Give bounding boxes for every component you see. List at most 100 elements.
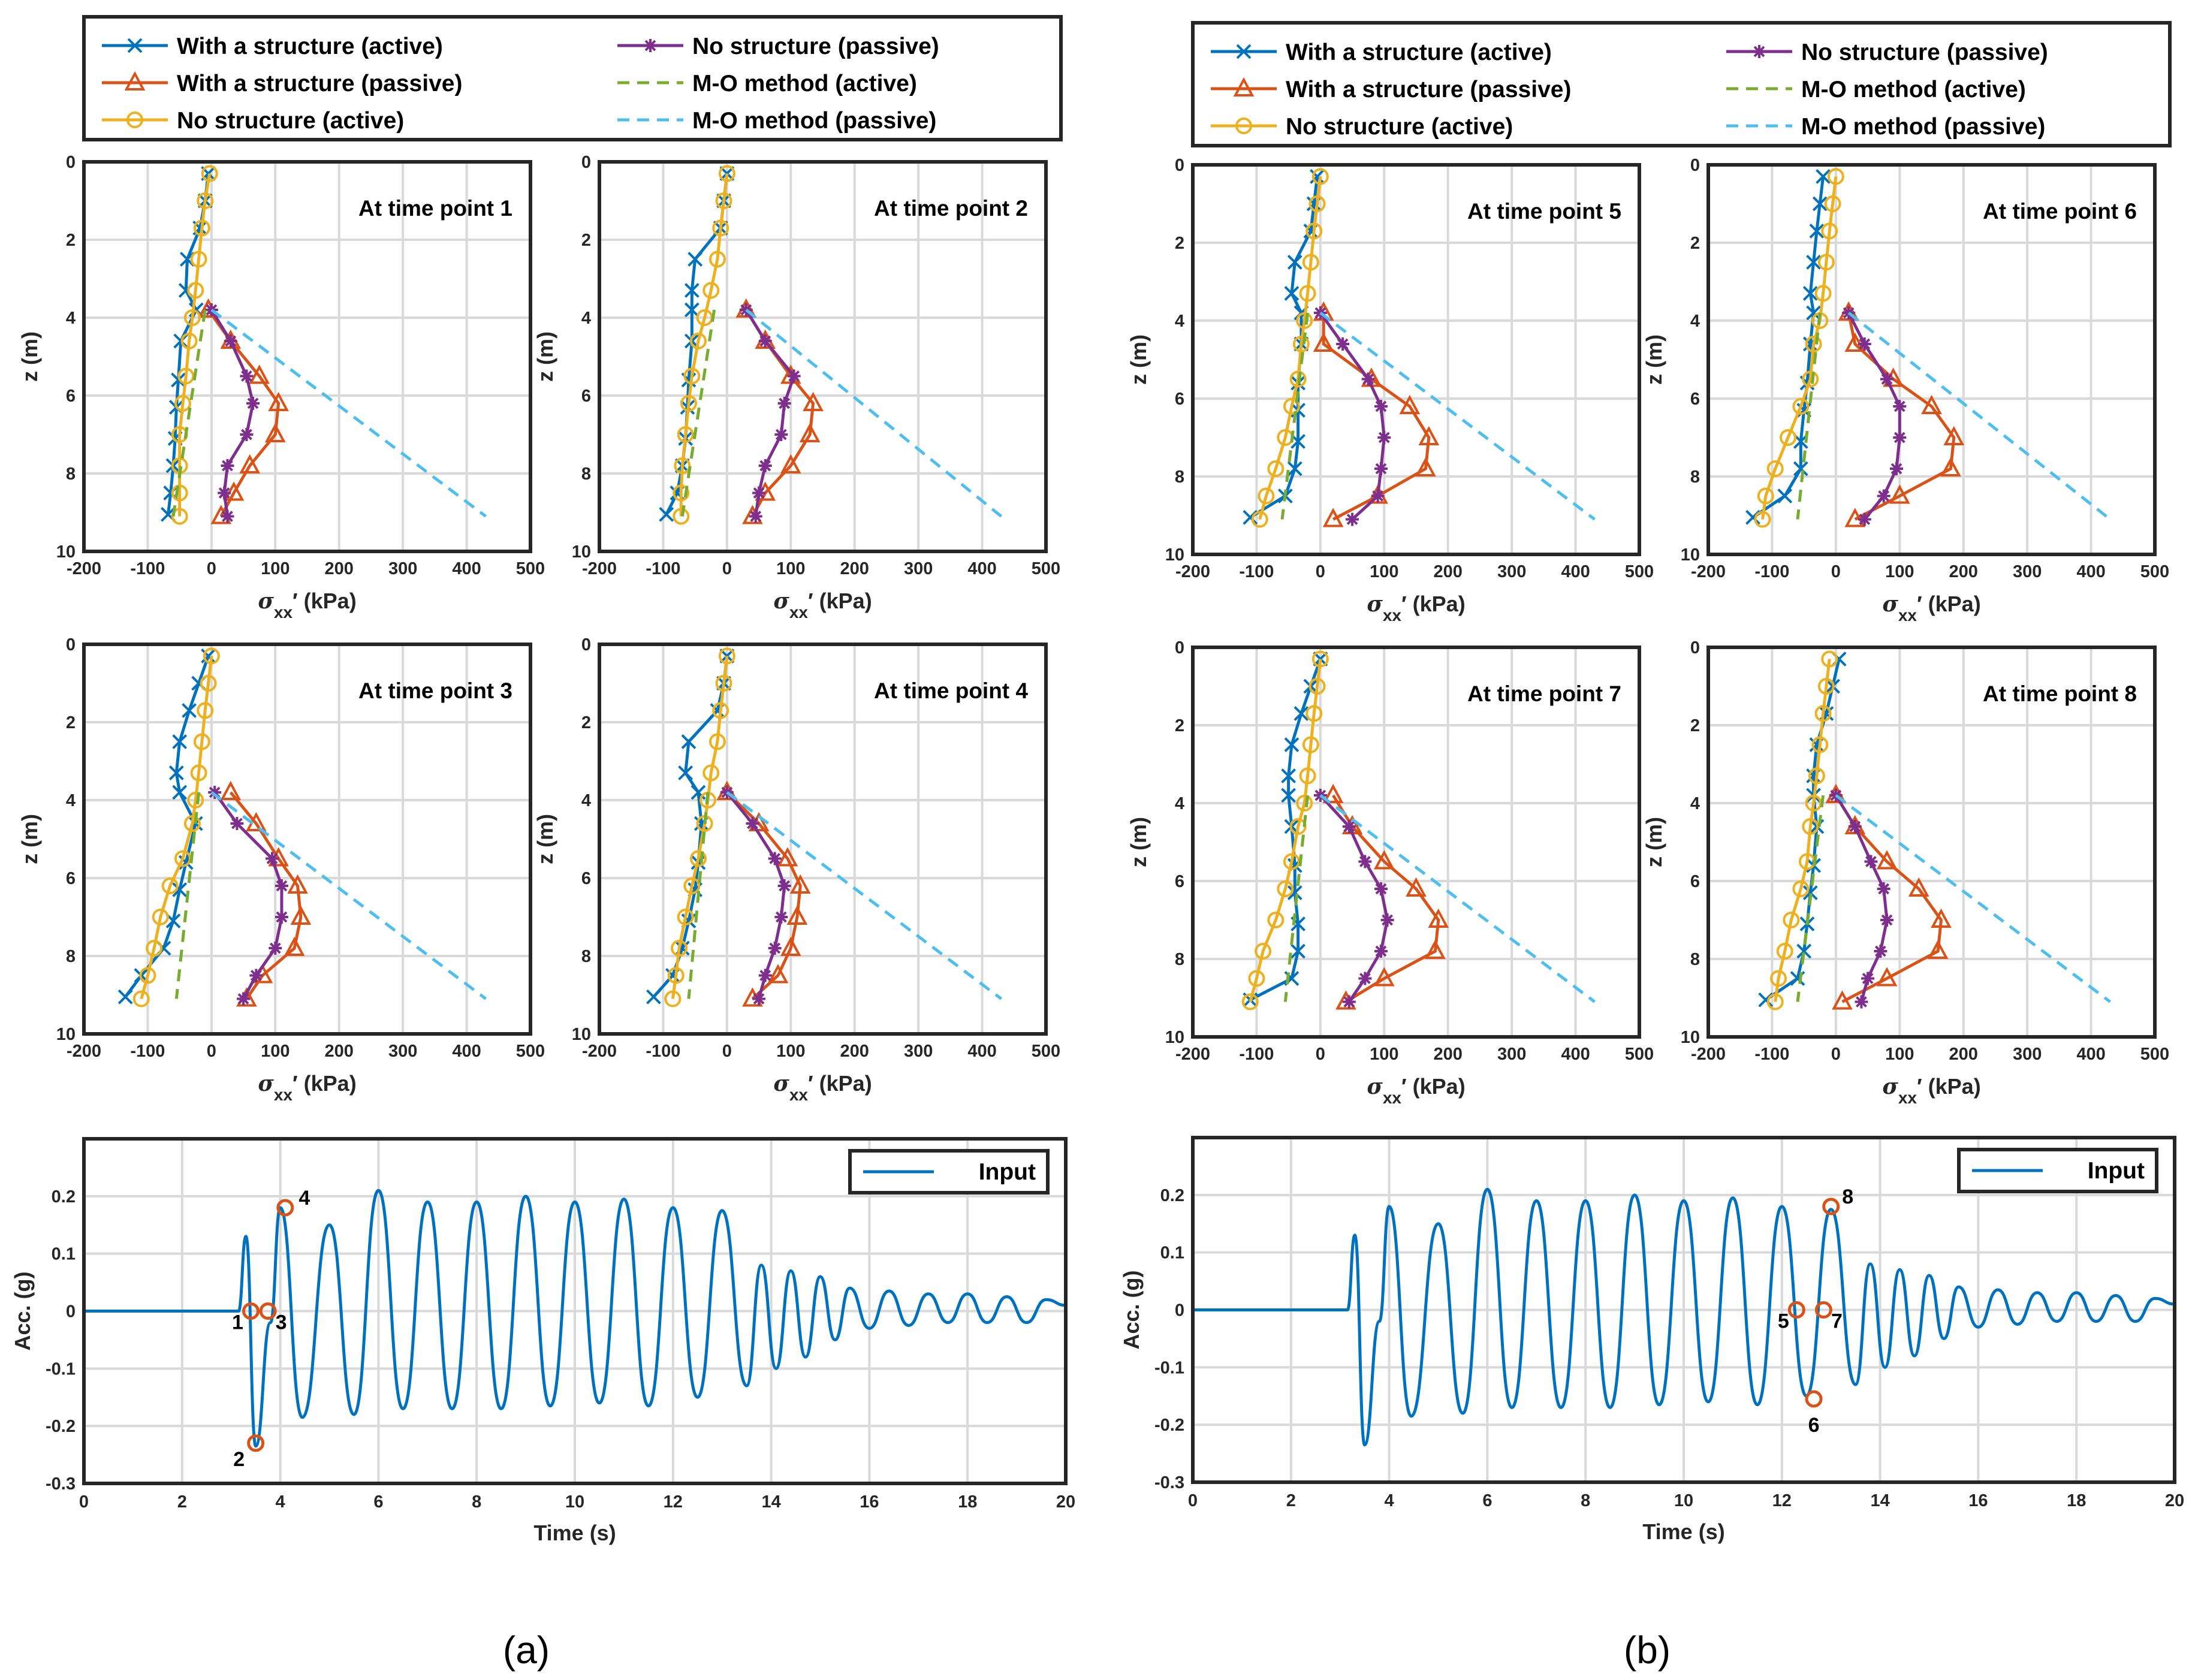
data-point — [139, 967, 156, 984]
time-point-marker — [247, 1434, 265, 1452]
chart-title: At time point 7 — [1467, 681, 1621, 706]
stress-profile-chart-5: -200 -100 0 100 200 300 400 500 0 2 4 6 8 10 At time p… — [1126, 156, 1654, 625]
data-point — [1291, 943, 1306, 959]
data-point — [680, 395, 697, 412]
data-point — [1817, 678, 1835, 695]
data-point — [1380, 913, 1394, 927]
data-point — [746, 817, 759, 830]
y-tick-label: 0 — [581, 635, 591, 654]
legend-label: M-O method (passive) — [692, 108, 936, 134]
chart-title: At time point 6 — [1983, 199, 2137, 224]
x-axis-label: σxx′ (kPa) — [1367, 592, 1465, 625]
data-point — [172, 785, 188, 800]
x-tick-label: 0 — [1188, 1491, 1198, 1510]
x-tick-label: 0 — [207, 1042, 216, 1061]
x-tick-label: 100 — [1885, 562, 1914, 581]
data-point — [180, 333, 198, 349]
data-point — [221, 509, 234, 523]
x-tick-label: 200 — [1949, 562, 1978, 581]
y-tick-label: 8 — [1175, 950, 1184, 969]
series-line — [679, 173, 729, 517]
data-point — [200, 675, 217, 692]
data-point — [1358, 855, 1372, 868]
y-tick-label: 0.1 — [52, 1245, 76, 1264]
series-with-active — [1745, 169, 1831, 525]
data-point — [803, 391, 824, 411]
data-point — [671, 940, 688, 957]
y-tick-label: 8 — [1175, 467, 1184, 487]
y-axis-label: Acc. (g) — [1119, 1270, 1144, 1349]
x-tick-label: 500 — [2140, 562, 2169, 581]
series-line — [680, 309, 716, 517]
data-point — [1770, 970, 1787, 987]
x-tick-label: 500 — [1032, 1042, 1060, 1061]
y-tick-label: 0 — [1690, 156, 1700, 175]
data-point — [1308, 195, 1326, 212]
x-tick-label: 300 — [904, 559, 933, 578]
data-point — [780, 936, 801, 956]
y-axis-label: Acc. (g) — [10, 1271, 35, 1350]
time-point-label: 6 — [1808, 1414, 1820, 1437]
series-line — [745, 309, 1003, 518]
stress-profile-chart-7: -200 -100 0 100 200 300 400 500 0 2 4 6 8 10 At time p… — [1126, 638, 1654, 1107]
data-point — [1251, 511, 1268, 528]
data-point — [1943, 426, 1965, 445]
x-tick-label: 300 — [1497, 1045, 1526, 1064]
y-tick-label: 2 — [66, 231, 76, 250]
x-tick-label: 0 — [722, 559, 732, 578]
x-axis-label: σxx′ (kPa) — [1882, 592, 1980, 625]
data-point — [1296, 312, 1313, 329]
series-mo-passive — [1835, 794, 2112, 1003]
x-tick-label: 14 — [761, 1492, 780, 1512]
data-point — [1893, 431, 1907, 444]
data-point — [1377, 431, 1391, 444]
chart-title: At time point 4 — [874, 678, 1028, 703]
y-tick-label: 2 — [581, 713, 591, 732]
series-mo-passive — [1319, 794, 1596, 1003]
y-tick-label: 10 — [1165, 1028, 1184, 1047]
data-point — [1766, 993, 1784, 1011]
data-point — [1809, 224, 1825, 239]
plot-frame — [1191, 163, 1641, 556]
x-tick-label: 100 — [261, 559, 290, 578]
series-mo-passive — [726, 791, 1003, 1000]
data-point — [1780, 429, 1797, 446]
y-tick-label: 0.2 — [52, 1187, 76, 1207]
x-tick-label: 14 — [1870, 1491, 1889, 1510]
legend-swatch-marker — [1235, 117, 1252, 134]
x-tick-label: 400 — [1561, 1045, 1590, 1064]
data-point — [768, 852, 782, 865]
x-tick-label: 400 — [452, 559, 481, 578]
data-point — [1876, 850, 1898, 870]
series-no-passive — [1829, 789, 1894, 1009]
x-tick-label: 500 — [516, 559, 545, 578]
data-point — [172, 882, 188, 897]
data-point — [1889, 484, 1910, 504]
series-line — [1847, 312, 2112, 521]
stress-profile-chart-1: -200 -100 0 100 200 300 400 500 0 2 4 6 8 10 At time p… — [17, 153, 545, 622]
data-point — [1874, 945, 1888, 958]
y-tick-label: 2 — [1690, 716, 1700, 735]
series-no-active — [132, 647, 220, 1008]
stress-profile-chart-2: -200 -100 0 100 200 300 400 500 0 2 4 6 8 10 At time p… — [533, 153, 1060, 622]
data-point — [1848, 820, 1862, 833]
data-point — [1302, 254, 1319, 271]
data-point — [1241, 993, 1259, 1011]
y-tick-label: 6 — [66, 387, 76, 406]
y-tick-label: 10 — [56, 1025, 76, 1044]
x-tick-label: -200 — [582, 1042, 617, 1061]
data-point — [208, 786, 222, 799]
x-tick-label: 400 — [1561, 562, 1590, 581]
data-point — [1889, 462, 1903, 475]
series-line — [687, 792, 710, 999]
legend-swatch-marker — [1233, 77, 1255, 96]
data-point — [1358, 972, 1372, 985]
legend-label: With a structure (passive) — [1286, 77, 1571, 102]
data-point — [174, 850, 191, 867]
x-tick-label: 6 — [373, 1492, 383, 1512]
data-point — [218, 486, 231, 500]
legend-label: With a structure (active) — [1286, 40, 1552, 65]
chart-title: At time point 8 — [1983, 681, 2137, 706]
series-line — [1834, 794, 1889, 1003]
data-point — [290, 905, 312, 925]
